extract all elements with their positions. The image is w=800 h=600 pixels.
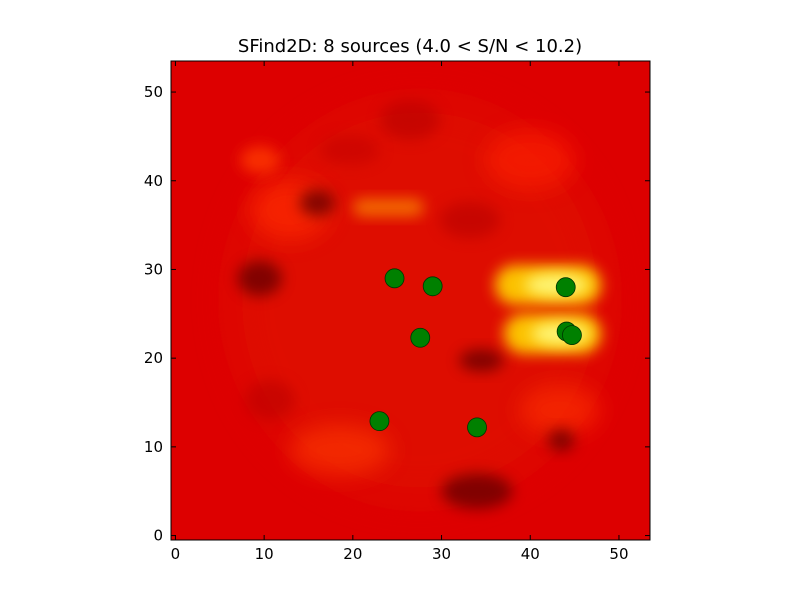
x-tick-label: 20 — [343, 545, 362, 563]
source-marker — [555, 277, 576, 298]
dark-region — [441, 473, 513, 509]
x-tick-label: 0 — [171, 545, 181, 563]
heatmap-texture-region — [290, 425, 390, 475]
plot-area — [171, 61, 650, 540]
chart-title: SFind2D: 8 sources (4.0 < S/N < 10.2) — [238, 36, 582, 57]
bright-region — [352, 198, 424, 217]
heatmap-texture-region — [485, 130, 575, 190]
source-marker — [384, 268, 405, 289]
y-tick-label: 50 — [144, 83, 163, 101]
x-axis-tick-labels: 0 10 20 30 40 50 — [171, 545, 629, 563]
x-tick-label: 10 — [255, 545, 274, 563]
y-tick-label: 30 — [144, 260, 163, 278]
x-tick-label: 40 — [521, 545, 540, 563]
dark-region — [547, 429, 575, 452]
source-marker — [422, 276, 443, 297]
heatmap-texture-region — [520, 385, 600, 435]
heatmap-texture-region — [245, 380, 295, 420]
heatmap-texture-region — [380, 100, 440, 140]
heatmap-texture-region — [440, 202, 500, 238]
source-marker — [467, 417, 487, 438]
heatmap-texture-region — [320, 135, 380, 165]
x-tick-label: 50 — [609, 545, 628, 563]
y-tick-label: 0 — [153, 527, 163, 545]
source-marker — [369, 411, 390, 432]
y-tick-label: 40 — [144, 172, 163, 190]
axis-ticks — [171, 61, 650, 540]
source-markers — [369, 268, 582, 438]
y-tick-label: 20 — [144, 349, 163, 367]
heatmap-dark-regions — [237, 189, 575, 509]
dark-region — [299, 189, 336, 217]
y-tick-label: 10 — [144, 438, 163, 456]
x-tick-label: 30 — [432, 545, 451, 563]
source-marker — [410, 327, 431, 348]
source-marker — [562, 325, 582, 345]
heatmap-texture-region — [240, 146, 280, 174]
y-axis-tick-labels: 0 10 20 30 40 50 — [144, 83, 163, 545]
plot-frame — [170, 60, 651, 541]
dark-region — [237, 260, 282, 297]
dark-region — [459, 349, 504, 372]
